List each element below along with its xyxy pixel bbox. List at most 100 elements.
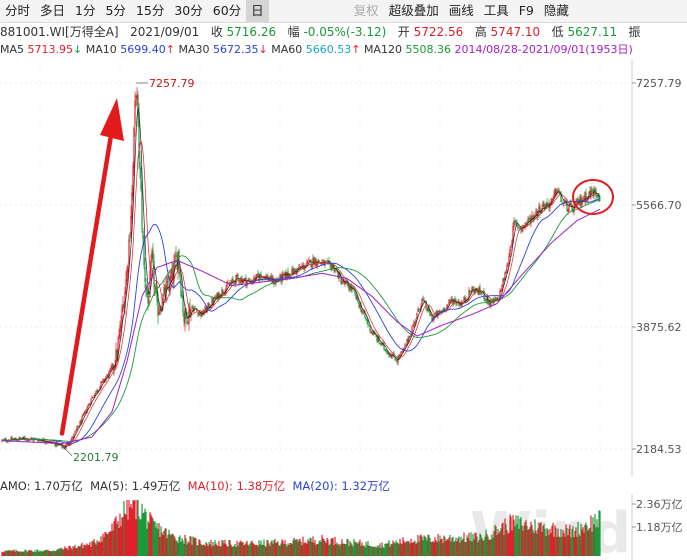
candle-body (232, 278, 234, 281)
volume-bar (111, 523, 113, 556)
volume-bar (128, 500, 130, 556)
candle-body (158, 311, 160, 315)
volume-bar (202, 544, 204, 556)
toolbar-item-8[interactable]: 复权 (353, 3, 379, 18)
volume-bar (571, 528, 573, 556)
candle-body (535, 210, 537, 217)
candle-body (444, 308, 446, 311)
highlight-circle (572, 179, 614, 215)
volume-bar (243, 545, 245, 556)
volume-bar (322, 538, 324, 556)
candle-body (260, 273, 262, 276)
volume-bar (324, 541, 326, 556)
candle-body (288, 273, 290, 278)
volume-bar (534, 519, 536, 556)
candle-body (274, 283, 276, 285)
volume-bar (209, 544, 211, 556)
candle-body (73, 433, 75, 438)
toolbar-item-6[interactable]: 60分 (212, 3, 242, 18)
toolbar-item-13[interactable]: 隐藏 (543, 3, 569, 18)
toolbar-item-1[interactable]: 多日 (40, 3, 66, 18)
toolbar-item-3[interactable]: 5分 (105, 3, 126, 18)
volume-bar (188, 542, 190, 556)
volume-bar (140, 519, 142, 556)
volume-bar (397, 542, 399, 556)
candle-body (200, 311, 202, 317)
volume-bar (522, 530, 524, 556)
candle-body (210, 305, 212, 309)
toolbar-item-9[interactable]: 超级叠加 (388, 3, 439, 18)
volume-bar (143, 512, 145, 556)
volume-bar (554, 525, 556, 556)
volume-bar (519, 518, 521, 556)
volume-bar (401, 544, 403, 556)
volume-bar (272, 543, 274, 556)
candle-body (337, 270, 339, 279)
volume-bar (133, 500, 135, 556)
toolbar-item-12[interactable]: F9 (518, 3, 534, 18)
volume-bar (287, 543, 289, 556)
volume-bar (175, 540, 177, 556)
volume-bar (296, 539, 298, 556)
candle-body (11, 437, 13, 440)
candle-body (575, 201, 577, 204)
candle-body (508, 256, 510, 264)
candle-body (547, 204, 549, 205)
volume-bar (349, 540, 351, 556)
toolbar-item-7[interactable]: 日 (246, 0, 269, 22)
toolbar-item-0[interactable]: 分时 (5, 3, 31, 18)
toolbar-item-4[interactable]: 15分 (135, 3, 165, 18)
volume-chart[interactable]: Wind 2.36万亿 1.18万亿 (0, 494, 687, 560)
volume-bar (75, 548, 77, 556)
toolbar-item-11[interactable]: 工具 (483, 3, 509, 18)
volume-bar (87, 545, 89, 556)
volume-bar (211, 546, 213, 556)
volume-bar (85, 545, 87, 556)
vol-ma5-label: MA(5): (90, 479, 129, 493)
volume-bar (12, 550, 14, 556)
candle-body (255, 274, 257, 282)
price-chart[interactable]: 7257.79 5566.70 3875.62 2184.53 7257.79 2201… (0, 60, 687, 476)
candle-body (90, 398, 92, 405)
volume-bar (101, 541, 103, 556)
index-name: [万得全A] (65, 25, 119, 39)
volume-bar (453, 541, 455, 556)
candle-body (92, 397, 94, 398)
volume-bar (513, 519, 515, 556)
candle-body (59, 444, 61, 446)
volume-bar (515, 515, 517, 556)
candle-body (124, 291, 126, 309)
candle-body (133, 127, 135, 169)
candle-body (599, 197, 601, 199)
volume-bar (139, 519, 141, 556)
volume-bar (312, 536, 314, 556)
volume-bar (374, 547, 376, 556)
volume-bar (595, 527, 597, 556)
volume-bar (520, 517, 522, 556)
candle-body (405, 345, 407, 346)
volume-bar (455, 537, 457, 556)
volume-bar (241, 542, 243, 556)
volume-bar (245, 542, 247, 556)
ma30-line (1, 198, 601, 445)
candle-body (287, 270, 289, 277)
volume-bar (403, 540, 405, 556)
volume-bar (247, 544, 249, 556)
ma60-label: MA60 (271, 43, 303, 56)
volume-bar (557, 528, 559, 556)
candle-body (380, 343, 382, 346)
volume-bar (54, 550, 56, 556)
volume-bar (578, 534, 580, 556)
volume-bar (483, 540, 485, 556)
volume-bar (544, 528, 546, 556)
candle-body (327, 260, 329, 262)
toolbar-item-10[interactable]: 画线 (448, 3, 474, 18)
candle-body (460, 303, 462, 307)
volume-bar (421, 536, 423, 556)
volume-bar (168, 529, 170, 556)
toolbar-item-2[interactable]: 1分 (75, 3, 96, 18)
candle-body (62, 447, 64, 448)
candle-body (116, 350, 118, 360)
volume-bar (323, 538, 325, 556)
toolbar-item-5[interactable]: 30分 (174, 3, 203, 18)
